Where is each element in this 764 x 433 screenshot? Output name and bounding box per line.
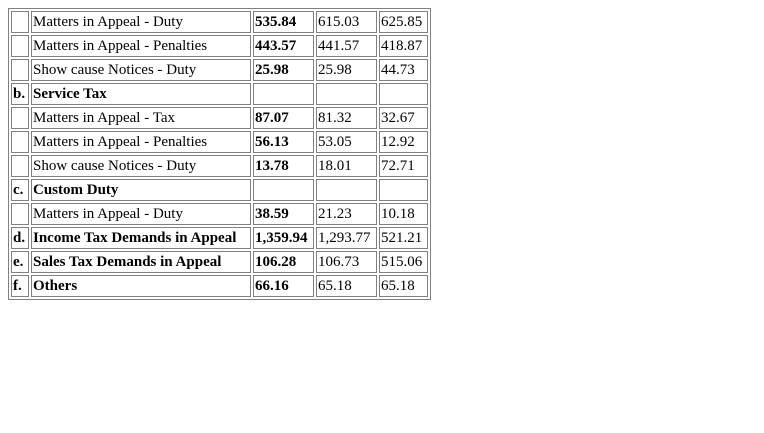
previous-year-value-cell: 1,293.77 xyxy=(316,227,377,249)
table-row: Matters in Appeal - Penalties 56.13 53.0… xyxy=(11,131,428,153)
previous-year-value-cell: 21.23 xyxy=(316,203,377,225)
current-year-value-cell: 535.84 xyxy=(253,11,314,33)
earlier-year-value-cell: 72.71 xyxy=(379,155,428,177)
earlier-year-value-cell: 521.21 xyxy=(379,227,428,249)
earlier-year-value-cell: 10.18 xyxy=(379,203,428,225)
row-index-cell xyxy=(11,11,29,33)
current-year-value-cell: 25.98 xyxy=(253,59,314,81)
row-description-cell: Matters in Appeal - Duty xyxy=(31,11,251,33)
table-body: Matters in Appeal - Duty 535.84 615.03 6… xyxy=(11,11,428,297)
earlier-year-value-cell: 32.67 xyxy=(379,107,428,129)
section-header-row: b. Service Tax xyxy=(11,83,428,105)
contingent-liabilities-table-wrapper: Matters in Appeal - Duty 535.84 615.03 6… xyxy=(8,8,431,300)
row-index-cell xyxy=(11,59,29,81)
earlier-year-value-cell: 12.92 xyxy=(379,131,428,153)
earlier-year-value-cell xyxy=(379,83,428,105)
current-year-value-cell: 13.78 xyxy=(253,155,314,177)
previous-year-value-cell: 25.98 xyxy=(316,59,377,81)
previous-year-value-cell: 53.05 xyxy=(316,131,377,153)
table-row: Matters in Appeal - Duty 535.84 615.03 6… xyxy=(11,11,428,33)
current-year-value-cell: 87.07 xyxy=(253,107,314,129)
previous-year-value-cell: 441.57 xyxy=(316,35,377,57)
previous-year-value-cell: 65.18 xyxy=(316,275,377,297)
earlier-year-value-cell: 65.18 xyxy=(379,275,428,297)
section-header-row: c. Custom Duty xyxy=(11,179,428,201)
row-index-cell xyxy=(11,35,29,57)
previous-year-value-cell xyxy=(316,179,377,201)
table-row: Matters in Appeal - Duty 38.59 21.23 10.… xyxy=(11,203,428,225)
current-year-value-cell: 1,359.94 xyxy=(253,227,314,249)
current-year-value-cell: 66.16 xyxy=(253,275,314,297)
previous-year-value-cell: 106.73 xyxy=(316,251,377,273)
earlier-year-value-cell: 418.87 xyxy=(379,35,428,57)
section-index-cell: b. xyxy=(11,83,29,105)
table-row: Show cause Notices - Duty 25.98 25.98 44… xyxy=(11,59,428,81)
row-index-cell xyxy=(11,155,29,177)
section-title-cell: Service Tax xyxy=(31,83,251,105)
table-row: Matters in Appeal - Penalties 443.57 441… xyxy=(11,35,428,57)
section-index-cell: f. xyxy=(11,275,29,297)
section-index-cell: d. xyxy=(11,227,29,249)
previous-year-value-cell: 615.03 xyxy=(316,11,377,33)
current-year-value-cell: 106.28 xyxy=(253,251,314,273)
earlier-year-value-cell: 44.73 xyxy=(379,59,428,81)
row-description-cell: Show cause Notices - Duty xyxy=(31,59,251,81)
current-year-value-cell xyxy=(253,179,314,201)
current-year-value-cell xyxy=(253,83,314,105)
table-row: Matters in Appeal - Tax 87.07 81.32 32.6… xyxy=(11,107,428,129)
current-year-value-cell: 443.57 xyxy=(253,35,314,57)
previous-year-value-cell xyxy=(316,83,377,105)
row-description-cell: Matters in Appeal - Duty xyxy=(31,203,251,225)
row-index-cell xyxy=(11,203,29,225)
section-total-row: d. Income Tax Demands in Appeal 1,359.94… xyxy=(11,227,428,249)
row-index-cell xyxy=(11,107,29,129)
section-title-cell: Others xyxy=(31,275,251,297)
previous-year-value-cell: 18.01 xyxy=(316,155,377,177)
section-total-row: f. Others 66.16 65.18 65.18 xyxy=(11,275,428,297)
row-description-cell: Matters in Appeal - Penalties xyxy=(31,35,251,57)
contingent-liabilities-table: Matters in Appeal - Duty 535.84 615.03 6… xyxy=(8,8,431,300)
row-description-cell: Matters in Appeal - Tax xyxy=(31,107,251,129)
section-index-cell: e. xyxy=(11,251,29,273)
previous-year-value-cell: 81.32 xyxy=(316,107,377,129)
section-total-row: e. Sales Tax Demands in Appeal 106.28 10… xyxy=(11,251,428,273)
row-description-cell: Matters in Appeal - Penalties xyxy=(31,131,251,153)
row-index-cell xyxy=(11,131,29,153)
section-title-cell: Income Tax Demands in Appeal xyxy=(31,227,251,249)
earlier-year-value-cell: 515.06 xyxy=(379,251,428,273)
current-year-value-cell: 56.13 xyxy=(253,131,314,153)
section-title-cell: Custom Duty xyxy=(31,179,251,201)
section-index-cell: c. xyxy=(11,179,29,201)
earlier-year-value-cell: 625.85 xyxy=(379,11,428,33)
table-row: Show cause Notices - Duty 13.78 18.01 72… xyxy=(11,155,428,177)
earlier-year-value-cell xyxy=(379,179,428,201)
section-title-cell: Sales Tax Demands in Appeal xyxy=(31,251,251,273)
current-year-value-cell: 38.59 xyxy=(253,203,314,225)
row-description-cell: Show cause Notices - Duty xyxy=(31,155,251,177)
